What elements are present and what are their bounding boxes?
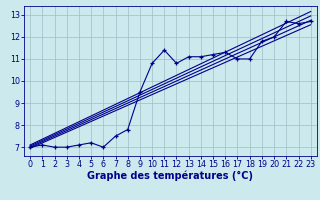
X-axis label: Graphe des températures (°C): Graphe des températures (°C)	[87, 171, 253, 181]
